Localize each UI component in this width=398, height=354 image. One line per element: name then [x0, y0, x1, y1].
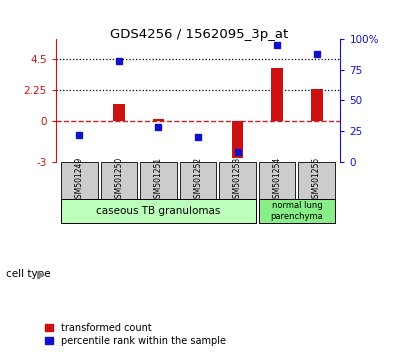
Text: GSM501255: GSM501255 — [312, 157, 321, 204]
FancyBboxPatch shape — [259, 162, 295, 199]
FancyBboxPatch shape — [219, 162, 256, 199]
FancyBboxPatch shape — [140, 162, 177, 199]
Bar — [271, 68, 283, 121]
Text: GSM501249: GSM501249 — [75, 157, 84, 204]
FancyBboxPatch shape — [101, 162, 137, 199]
Text: GSM501250: GSM501250 — [115, 157, 123, 204]
Text: cell type: cell type — [6, 269, 51, 279]
Text: GSM501252: GSM501252 — [193, 157, 203, 203]
Bar — [152, 119, 164, 121]
Bar — [113, 104, 125, 121]
FancyBboxPatch shape — [61, 199, 256, 223]
FancyBboxPatch shape — [259, 199, 335, 223]
Text: ▶: ▶ — [37, 270, 45, 280]
FancyBboxPatch shape — [298, 162, 335, 199]
Text: GSM501253: GSM501253 — [233, 157, 242, 204]
Text: GSM501254: GSM501254 — [273, 157, 281, 204]
FancyBboxPatch shape — [180, 162, 216, 199]
Bar — [311, 90, 322, 121]
Text: GDS4256 / 1562095_3p_at: GDS4256 / 1562095_3p_at — [110, 28, 288, 41]
Bar — [232, 121, 244, 158]
FancyBboxPatch shape — [61, 162, 98, 199]
Text: caseous TB granulomas: caseous TB granulomas — [96, 206, 220, 216]
Text: GSM501251: GSM501251 — [154, 157, 163, 203]
Text: normal lung
parenchyma: normal lung parenchyma — [270, 201, 323, 221]
Legend: transformed count, percentile rank within the sample: transformed count, percentile rank withi… — [45, 323, 226, 346]
